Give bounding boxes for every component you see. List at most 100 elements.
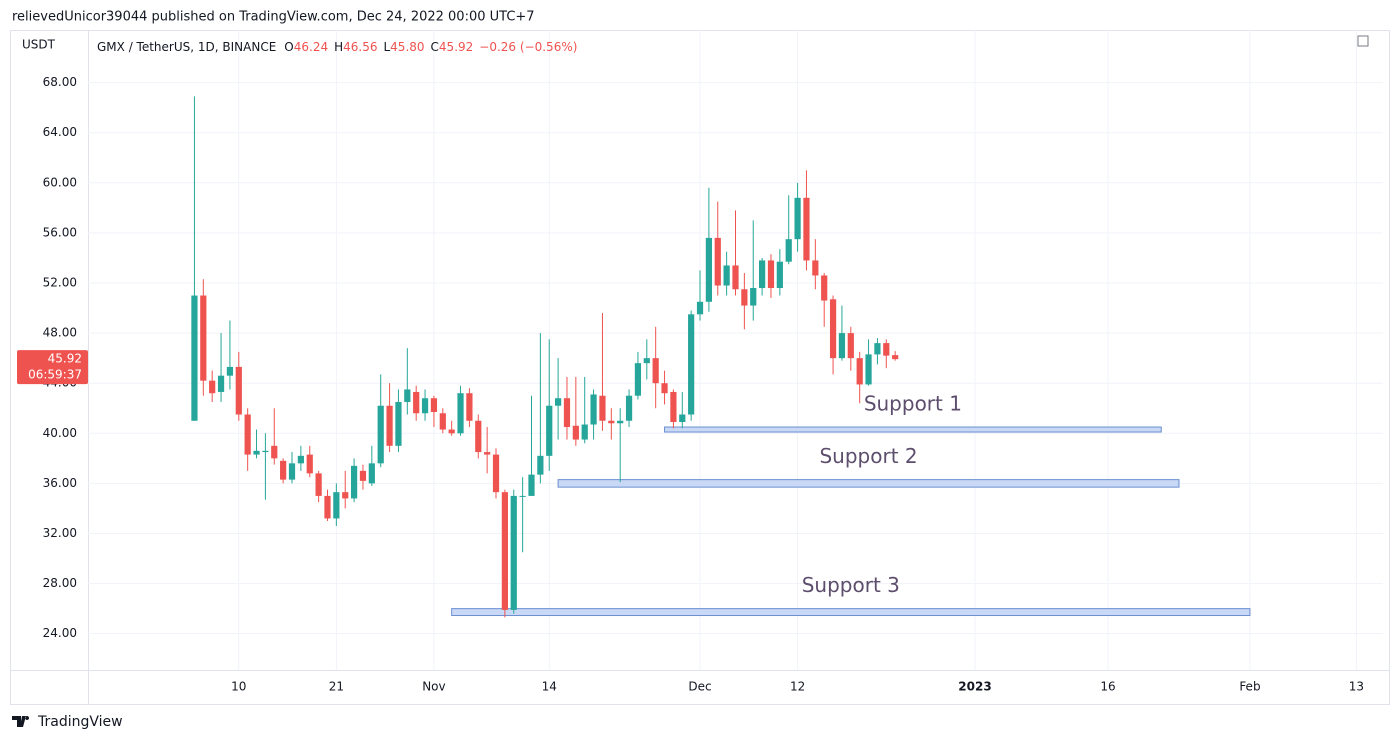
candle-body <box>829 299 837 359</box>
candle-body <box>883 343 890 356</box>
candle-body <box>554 398 562 406</box>
candle-body <box>244 414 251 455</box>
candle-body <box>413 391 420 414</box>
candle-body <box>537 455 544 475</box>
y-tick-label: 32.00 <box>43 526 77 540</box>
x-tick-label: 21 <box>329 680 344 694</box>
legend: GMX / TetherUS, 1D, BINANCE O46.24 H46.56 L… <box>97 40 577 54</box>
support-label: Support 2 <box>819 444 917 468</box>
candle-body <box>226 366 234 376</box>
y-tick-label: 56.00 <box>43 225 77 239</box>
candle-body <box>812 260 819 276</box>
price-tag-label: 45.92 <box>48 352 82 366</box>
candle-body <box>457 393 464 434</box>
x-tick-label: 2023 <box>958 680 991 694</box>
candle-body <box>759 260 766 289</box>
countdown: 06:59:37 <box>28 368 82 382</box>
candle-body <box>688 314 695 415</box>
candle-body <box>821 275 828 301</box>
candle-body <box>732 265 739 290</box>
candle-body <box>475 420 482 453</box>
support-zone <box>557 479 1180 488</box>
candle-body <box>750 288 757 306</box>
candle-body <box>865 354 872 385</box>
candle-body <box>661 383 668 394</box>
candle-body <box>253 450 260 455</box>
support-zone <box>451 608 1251 617</box>
candle-body <box>856 358 863 385</box>
candle-body <box>590 394 597 425</box>
candle-body <box>572 425 579 440</box>
candle-body <box>377 405 384 464</box>
candle-body <box>448 429 455 434</box>
unit-label: USDT <box>22 38 56 52</box>
candle-body <box>350 465 358 499</box>
y-tick-label: 48.00 <box>43 326 77 340</box>
price-tag <box>17 350 88 385</box>
candle-body <box>599 395 606 421</box>
candle-body <box>643 358 650 364</box>
candle-body <box>794 197 801 240</box>
support-label: Support 1 <box>864 392 962 416</box>
candle-body <box>209 380 216 394</box>
candle-body <box>847 333 854 359</box>
candle-body <box>297 455 304 464</box>
candle-body <box>484 452 491 455</box>
candle-body <box>714 237 721 286</box>
candle-body <box>501 492 508 610</box>
candle-body <box>217 375 225 392</box>
candle-body <box>705 237 712 302</box>
candle-body <box>280 460 287 480</box>
candle-body <box>386 405 393 446</box>
logo <box>12 716 30 727</box>
candle-body <box>404 389 411 402</box>
candle-body <box>608 420 615 424</box>
legend-symbol: GMX / TetherUS, 1D, BINANCE <box>97 40 276 54</box>
legend-change: −0.26 (−0.56%) <box>479 40 577 54</box>
candle-body <box>342 492 349 499</box>
candle-body <box>368 463 375 484</box>
candle-body <box>288 463 296 480</box>
candle-body <box>519 495 526 497</box>
candle-body <box>191 295 198 421</box>
candle-body <box>324 495 331 519</box>
candle-body <box>546 405 553 456</box>
candle-body <box>625 395 633 421</box>
candle-body <box>785 239 792 262</box>
candle-body <box>333 492 340 519</box>
candle-body <box>528 474 535 496</box>
legend-key: H <box>334 40 343 54</box>
x-tick-label: 16 <box>1100 680 1115 694</box>
legend-key: C <box>431 40 439 54</box>
candle-body <box>262 450 269 453</box>
candle-body <box>200 295 207 381</box>
candle-body <box>359 470 367 481</box>
candle-body <box>874 343 881 355</box>
y-tick-label: 68.00 <box>43 75 77 89</box>
candle-body <box>892 355 899 360</box>
candle-body <box>803 197 810 261</box>
x-tick-label: Dec <box>688 680 711 694</box>
candle-body <box>235 366 242 415</box>
x-tick-label: Feb <box>1239 680 1260 694</box>
candle-body <box>617 420 624 424</box>
candle-body <box>670 391 677 423</box>
candle-body <box>430 398 438 412</box>
candle-body <box>271 445 278 459</box>
candle-body <box>315 473 322 496</box>
candle-body <box>466 393 473 421</box>
candle-body <box>741 289 748 306</box>
candle-body <box>581 424 588 440</box>
candle-body <box>723 265 730 286</box>
candle-body <box>838 333 846 359</box>
candle-body <box>776 261 783 289</box>
y-tick-label: 52.00 <box>43 275 77 289</box>
legend-value: 46.24 <box>294 40 328 54</box>
candle-body <box>421 398 429 414</box>
candle-body <box>395 401 402 446</box>
settings-icon[interactable] <box>1357 35 1369 47</box>
candle-body <box>679 414 686 423</box>
y-tick-label: 24.00 <box>43 626 77 640</box>
candle-body <box>634 363 642 396</box>
